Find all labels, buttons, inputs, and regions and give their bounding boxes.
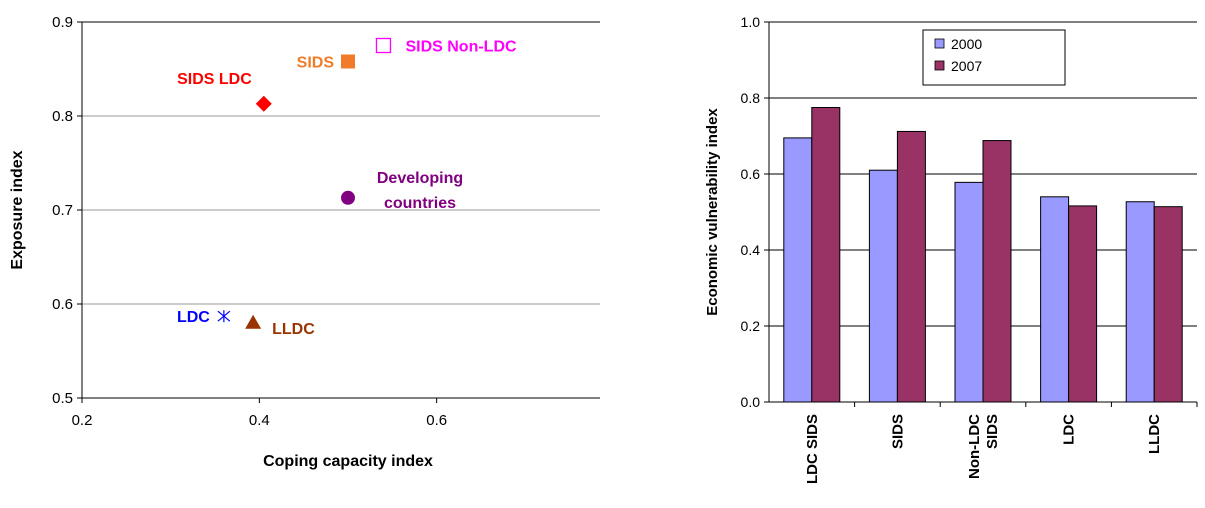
legend-swatch-2000	[934, 38, 945, 49]
point-label: Developing countries	[377, 170, 463, 212]
point-marker-sids-ldc	[255, 95, 272, 112]
category-label-line: Non-LDC	[966, 414, 983, 479]
category-label-line: LDC SIDS	[804, 414, 821, 484]
category-label: LLDC	[1146, 414, 1163, 454]
bar-2007	[1068, 205, 1098, 403]
bar-2000	[1125, 201, 1155, 403]
y-tick-label: 0.6	[741, 166, 761, 182]
category-label: Non-LDCSIDS	[966, 414, 1001, 479]
x-tick-label: 0.4	[249, 412, 270, 429]
legend	[922, 29, 1066, 86]
legend-label: 2000	[951, 36, 982, 52]
bar-2000	[783, 137, 813, 403]
category-label-line: LLDC	[1146, 414, 1163, 454]
bar-2007	[982, 140, 1012, 403]
bar-2000	[868, 169, 898, 403]
category-label-line: SIDS	[984, 414, 1001, 449]
legend-label: 2007	[951, 58, 982, 74]
y-tick-label: 0.4	[741, 242, 761, 258]
point-marker-lldc	[245, 314, 262, 329]
bar-2007	[1153, 206, 1183, 403]
x-tick-label: 0.2	[72, 412, 93, 429]
y-axis-title: Exposure index	[9, 150, 26, 269]
y-tick-label: 0.2	[741, 318, 761, 334]
point-label-line: countries	[384, 195, 456, 212]
point-marker-sids	[341, 54, 355, 69]
x-axis-title: Coping capacity index	[263, 453, 433, 470]
point-label-line: Developing	[377, 170, 463, 187]
point-marker-developing-countries	[341, 190, 355, 205]
x-tick-label: 0.6	[426, 412, 447, 429]
y-tick-label: 0.0	[741, 394, 761, 410]
category-label-line: LDC	[1061, 414, 1078, 445]
y-axis-title: Economic vulnerability index	[704, 108, 721, 316]
point-label: SIDS Non-LDC	[405, 39, 517, 56]
vulnerability-bar-chart: 0.0 0.2 0.4 0.6 0.8 1.0 Economic vulnerability…	[704, 14, 1198, 484]
category-label: LDC SIDS	[804, 414, 821, 484]
bar-2007	[896, 130, 926, 403]
bar-2007	[811, 107, 841, 403]
legend-swatch-2007	[934, 60, 945, 71]
y-tick-label: 0.5	[52, 390, 73, 407]
point-label: SIDS	[297, 54, 335, 71]
y-tick-label: 0.6	[52, 296, 73, 313]
y-tick-label: 1.0	[741, 14, 761, 30]
category-label-line: SIDS	[889, 414, 906, 449]
y-tick-label: 0.7	[52, 202, 73, 219]
category-label: SIDS	[889, 414, 906, 449]
bar-2000	[954, 181, 984, 403]
point-label: SIDS LDC	[177, 71, 252, 88]
y-tick-label: 0.9	[52, 14, 73, 31]
y-tick-label: 0.8	[52, 108, 73, 125]
point-label: LLDC	[272, 321, 315, 338]
point-marker-ldc	[217, 310, 231, 323]
category-label: LDC	[1061, 414, 1078, 445]
point-label: LDC	[177, 309, 210, 326]
bar-2000	[1040, 196, 1070, 403]
point-marker-sids-non-ldc	[375, 37, 392, 54]
exposure-scatter-chart: 0.50.60.70.80.90.20.40.60.8Coping capaci…	[9, 14, 600, 470]
y-tick-label: 0.8	[741, 90, 761, 106]
